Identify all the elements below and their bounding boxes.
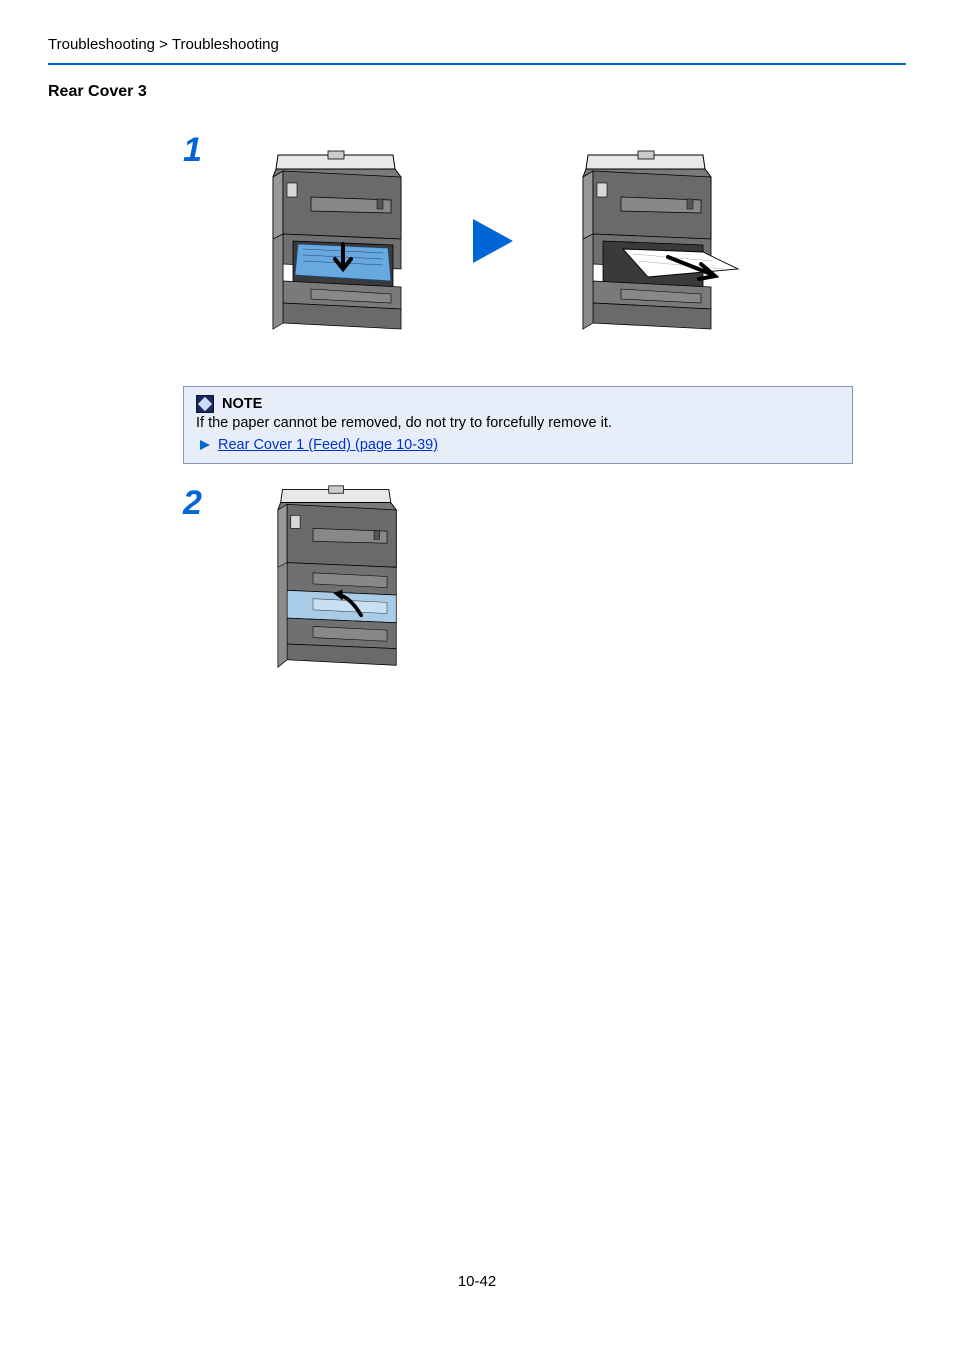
printer-figure-open-blue-tray bbox=[243, 149, 433, 334]
step-1: 1 bbox=[183, 131, 906, 464]
page-number: 10-42 bbox=[0, 1273, 954, 1290]
note-label: NOTE bbox=[222, 396, 262, 412]
note-box: NOTE If the paper cannot be removed, do … bbox=[183, 386, 853, 464]
cross-reference-link[interactable]: Rear Cover 1 (Feed) (page 10-39) bbox=[218, 437, 438, 453]
header-rule bbox=[48, 63, 906, 65]
arrow-right-icon bbox=[473, 219, 513, 263]
step-2: 2 bbox=[183, 484, 906, 694]
step-2-figure bbox=[243, 484, 906, 694]
step-1-figures bbox=[243, 131, 906, 351]
printer-figure-paper-removal bbox=[553, 149, 743, 334]
breadcrumb: Troubleshooting > Troubleshooting bbox=[48, 36, 906, 53]
note-header: NOTE bbox=[196, 395, 840, 413]
step-number-2: 2 bbox=[183, 484, 202, 523]
step-number-1: 1 bbox=[183, 131, 202, 170]
note-text: If the paper cannot be removed, do not t… bbox=[196, 415, 840, 431]
section-title: Rear Cover 3 bbox=[48, 83, 906, 101]
printer-figure-close-cover bbox=[243, 484, 433, 669]
note-icon bbox=[196, 395, 214, 413]
cross-reference-row: Rear Cover 1 (Feed) (page 10-39) bbox=[196, 437, 840, 453]
link-arrow-icon bbox=[200, 440, 210, 450]
